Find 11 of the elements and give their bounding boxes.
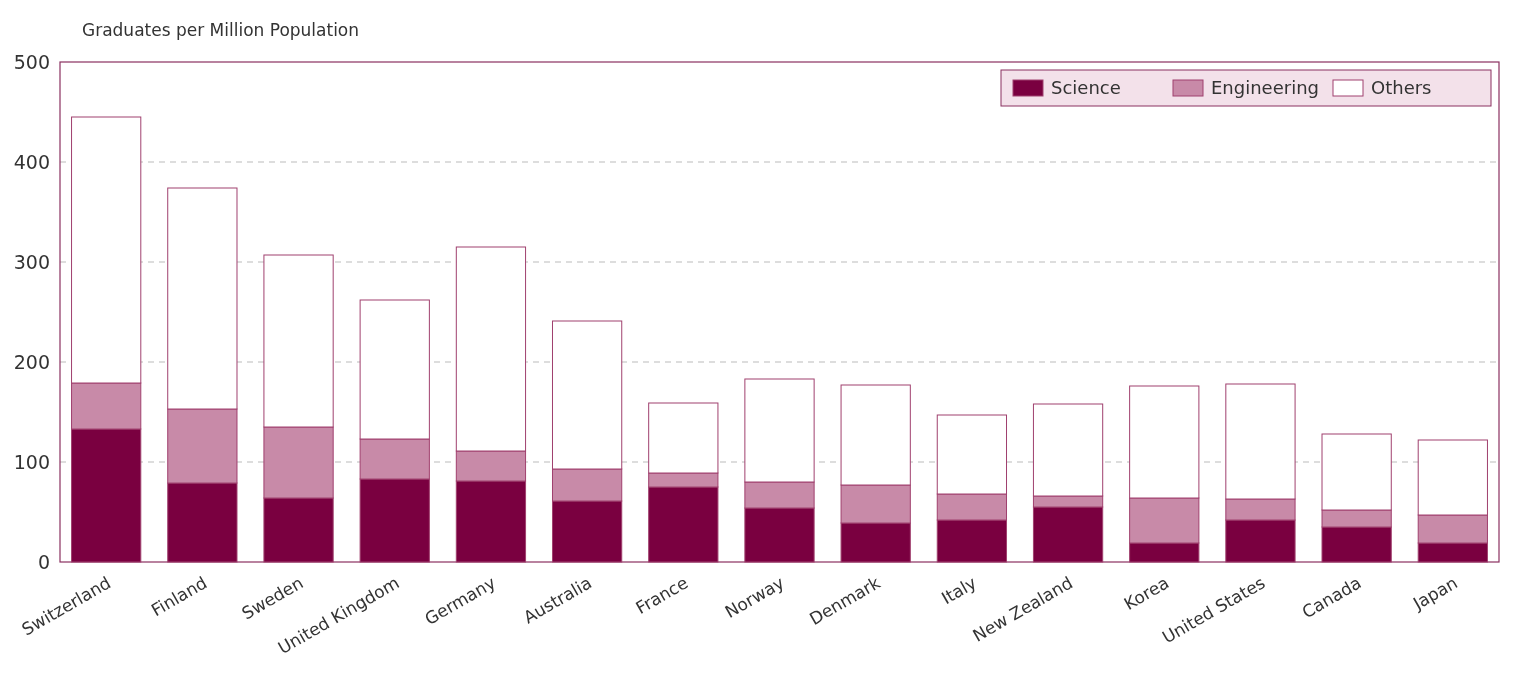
y-tick-label: 200 — [13, 350, 50, 373]
y-tick-label: 400 — [13, 150, 50, 173]
y-tick-label: 100 — [13, 450, 50, 473]
legend-label: Others — [1371, 77, 1432, 99]
y-tick-label: 300 — [13, 250, 50, 273]
y-tick-label: 0 — [37, 550, 50, 573]
legend-label: Engineering — [1211, 77, 1319, 99]
y-tick-label: 500 — [13, 50, 50, 73]
x-tick-label: Italy — [937, 572, 980, 609]
legend-label: Science — [1051, 77, 1121, 99]
y-axis-title: Graduates per Million Population — [82, 20, 360, 40]
